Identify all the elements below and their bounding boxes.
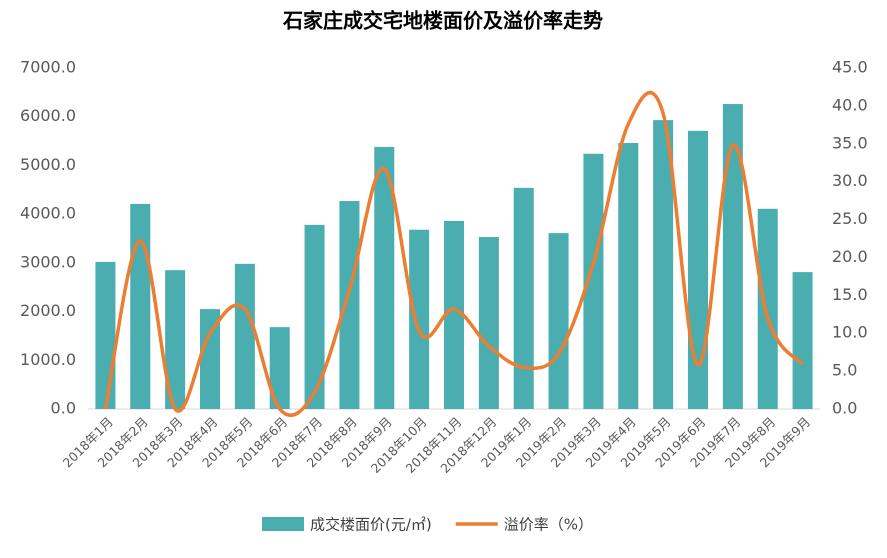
bar (409, 229, 430, 409)
bar (374, 146, 395, 409)
y-tick-label: 5000.0 (20, 155, 76, 174)
bar (269, 327, 290, 409)
y2-tick-label: 0.0 (832, 399, 857, 418)
y-tick-label: 3000.0 (20, 252, 76, 271)
y2-tick-label: 5.0 (832, 361, 857, 380)
bar (757, 208, 778, 409)
legend-label: 成交楼面价(元/㎡) (310, 516, 432, 534)
bar (548, 233, 569, 409)
bar (234, 263, 255, 409)
line (103, 90, 804, 417)
y2-tick-label: 20.0 (832, 247, 868, 266)
y2-tick-label: 40.0 (832, 95, 868, 114)
y-tick-label: 2000.0 (20, 301, 76, 320)
bar (618, 143, 639, 409)
bar (95, 261, 116, 409)
y-tick-label: 6000.0 (20, 106, 76, 125)
y-tick-label: 1000.0 (20, 350, 76, 369)
bar (722, 104, 743, 409)
y2-tick-label: 30.0 (832, 171, 868, 190)
bar (583, 153, 604, 409)
y-tick-label: 0.0 (51, 399, 76, 418)
legend-swatch (262, 517, 304, 531)
legend-label: 溢价率（%） (504, 516, 593, 534)
bar (304, 224, 325, 409)
y2-tick-label: 35.0 (832, 133, 868, 152)
bar (200, 309, 220, 409)
bar (653, 120, 674, 410)
chart-title: 石家庄成交宅地楼面价及溢价率走势 (282, 9, 603, 33)
y-tick-label: 4000.0 (20, 204, 76, 223)
bar (792, 272, 813, 409)
bar (444, 220, 464, 409)
bar (688, 130, 708, 409)
bar (165, 270, 186, 409)
y2-tick-label: 25.0 (832, 209, 868, 228)
y-tick-label: 7000.0 (20, 58, 76, 77)
y2-tick-label: 10.0 (832, 323, 868, 342)
bar (130, 203, 151, 409)
y2-tick-label: 45.0 (832, 58, 868, 77)
bar (339, 200, 360, 409)
bar (478, 237, 499, 409)
y2-tick-label: 15.0 (832, 285, 868, 304)
bar (513, 187, 534, 409)
